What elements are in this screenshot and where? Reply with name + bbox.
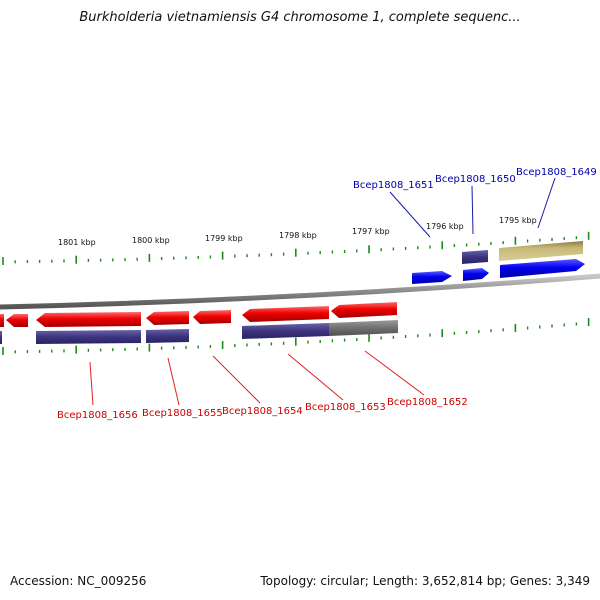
forward-gene-labels: Bcep1808_1651 Bcep1808_1650 Bcep1808_164… [353,167,597,191]
scale-label: 1800 kbp [132,236,170,245]
gene-arrow-bcep1808-1652[interactable] [331,302,397,318]
gene-arrow-bcep1808-1656[interactable] [36,312,141,327]
accession-text: Accession: NC_009256 [10,574,147,588]
gene-label[interactable]: Bcep1808_1650 [435,174,516,185]
scale-label: 1796 kbp [426,222,464,231]
cds-block[interactable] [0,331,2,344]
gene-arrow-bcep1808-1653[interactable] [242,306,329,322]
reverse-gene-labels: Bcep1808_1656 Bcep1808_1655 Bcep1808_165… [57,397,468,421]
gene-label[interactable]: Bcep1808_1651 [353,180,434,191]
leader-line [89,361,94,406]
cds-block[interactable] [329,320,398,336]
scale-label: 1799 kbp [205,234,243,243]
map-title: Burkholderia vietnamiensis G4 chromosome… [79,10,521,25]
gene-arrow-bcep1808-1655[interactable] [146,311,189,325]
scale-label: 1797 kbp [352,227,390,236]
gene-label[interactable]: Bcep1808_1652 [387,397,468,408]
leader-line [287,353,344,401]
lower-tick-ring [2,318,590,355]
gene-arrow-partial[interactable] [0,314,4,327]
forward-cds-track [462,241,583,264]
leader-line [537,177,556,229]
gene-arrow-bcep1808-1649[interactable] [500,259,585,278]
gene-label[interactable]: Bcep1808_1655 [142,408,223,419]
reverse-gene-track [0,302,397,327]
gene-label[interactable]: Bcep1808_1653 [305,402,386,413]
forward-label-leaders [389,177,556,238]
scale-label: 1795 kbp [499,216,537,225]
cds-block[interactable] [242,323,329,339]
genome-summary: Topology: circular; Length: 3,652,814 bp… [260,574,590,588]
leader-line [167,357,180,406]
scale-label: 1801 kbp [58,238,96,247]
cds-block[interactable] [36,330,141,344]
cds-block[interactable] [462,250,488,264]
gene-label[interactable]: Bcep1808_1654 [222,406,303,417]
gene-label[interactable]: Bcep1808_1649 [516,167,597,178]
chromosome-backbone [0,273,600,310]
scale-labels: 1801 kbp 1800 kbp 1799 kbp 1798 kbp 1797… [58,216,537,247]
gene-label[interactable]: Bcep1808_1656 [57,410,138,421]
gene-arrow-partial[interactable] [6,314,28,327]
upper-tick-ring [2,231,590,265]
forward-gene-track [412,259,585,284]
leader-line [212,355,261,404]
cds-block[interactable] [146,329,189,343]
gene-arrow-bcep1808-1654[interactable] [193,310,231,324]
gene-arrow-bcep1808-1650[interactable] [463,268,489,281]
leader-line [364,350,425,396]
leader-line [471,185,474,235]
reverse-label-leaders [89,350,425,406]
leader-line [389,191,431,238]
scale-label: 1798 kbp [279,231,317,240]
gene-arrow-bcep1808-1651[interactable] [412,271,452,284]
cds-block[interactable] [499,241,583,261]
reverse-cds-track [0,320,398,344]
